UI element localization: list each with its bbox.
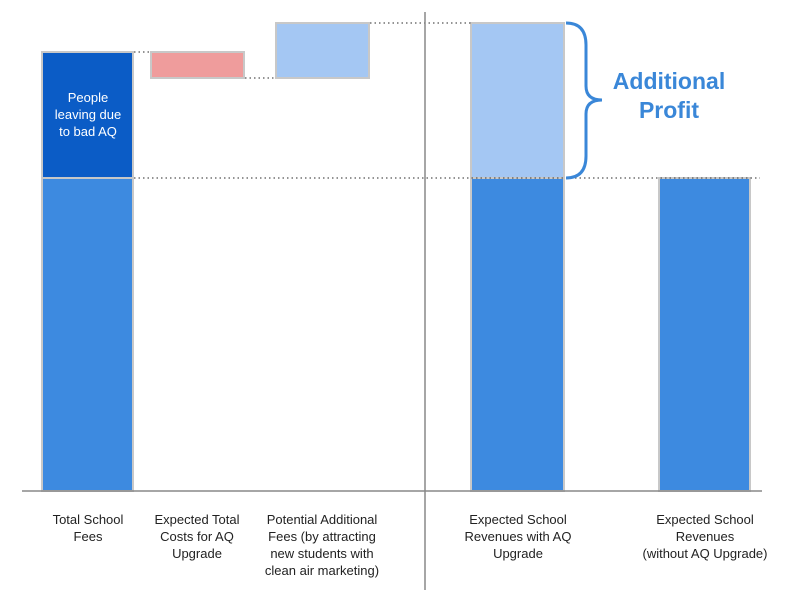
- bar: [41, 177, 134, 492]
- category-label: clean air marketing): [265, 563, 379, 578]
- category-label: new students with: [270, 546, 373, 561]
- category-label: Total School: [53, 512, 124, 527]
- bar: [658, 177, 751, 492]
- category-label: Upgrade: [172, 546, 222, 561]
- annotation-line: People: [68, 90, 108, 105]
- category-label: Costs for AQ: [160, 529, 234, 544]
- category-label: (without AQ Upgrade): [642, 546, 767, 561]
- bars: [41, 22, 751, 492]
- brace: [565, 21, 603, 180]
- annotation-line: leaving due: [55, 107, 122, 122]
- category-label: Expected School: [469, 512, 567, 527]
- category-label: Revenues with AQ: [465, 529, 572, 544]
- category-label: Potential Additional: [267, 512, 378, 527]
- bar: [470, 177, 565, 492]
- category-label: Fees (by attracting: [268, 529, 376, 544]
- category-label: Fees: [74, 529, 103, 544]
- labels: Total School Fees Expected Total Costs for …: [53, 512, 768, 578]
- bar: [41, 51, 134, 179]
- category-label: Upgrade: [493, 546, 543, 561]
- category-label: Expected Total: [154, 512, 239, 527]
- highlight: Additional Profit: [613, 68, 725, 123]
- category-label: Expected School: [656, 512, 754, 527]
- category-label: Revenues: [676, 529, 735, 544]
- highlight-line: Additional: [613, 68, 725, 94]
- bar: [150, 51, 245, 79]
- bar: [275, 22, 370, 79]
- annotation: People leaving due to bad AQ: [55, 90, 122, 139]
- bar: [470, 22, 565, 179]
- highlight-line: Profit: [639, 97, 699, 123]
- annotation-line: to bad AQ: [59, 124, 117, 139]
